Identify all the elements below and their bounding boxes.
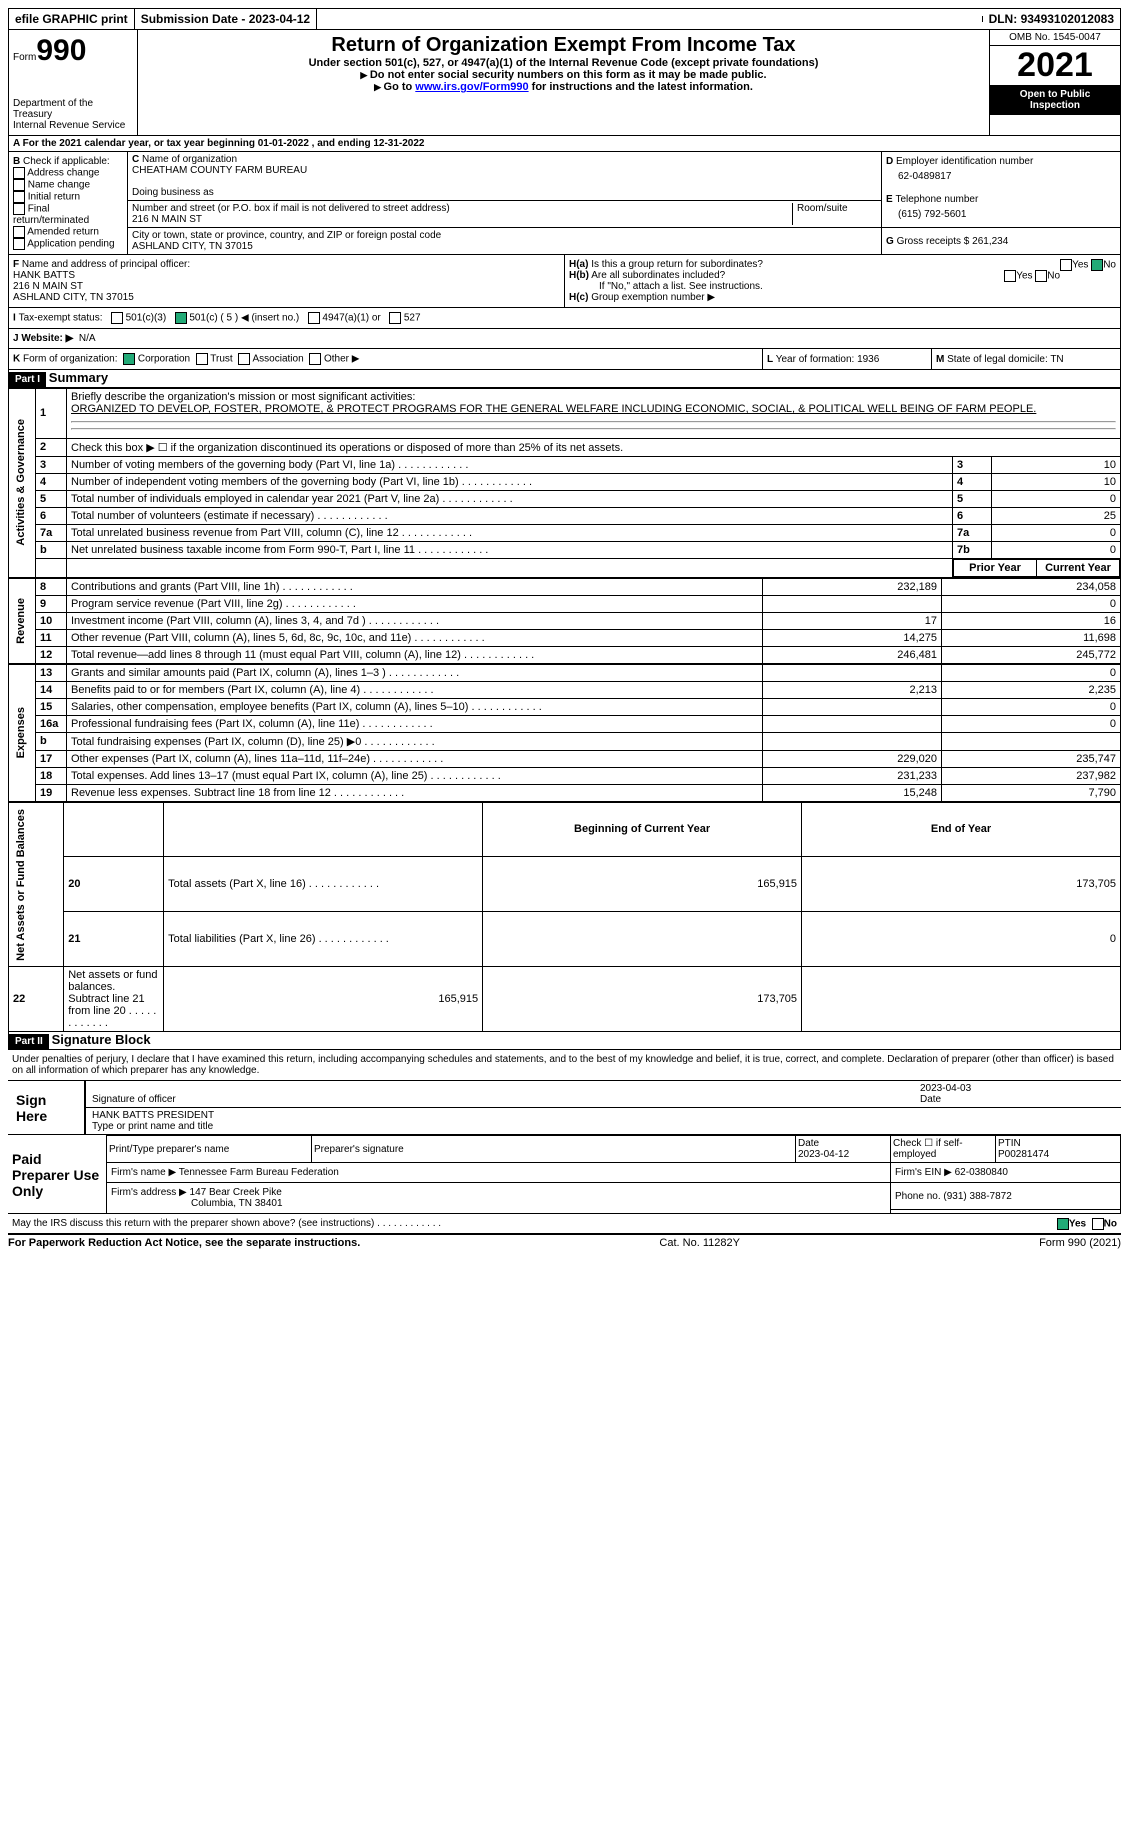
summary-table: Activities & Governance 1Briefly describ… <box>8 388 1121 578</box>
form-header: Form990 Department of the Treasury Inter… <box>8 30 1121 136</box>
top-bar: efile GRAPHIC print Submission Date - 20… <box>8 8 1121 30</box>
section-bcdefg: B Check if applicable: Address change Na… <box>8 152 1121 255</box>
form-title: Return of Organization Exempt From Incom… <box>142 34 985 57</box>
paid-preparer: Paid Preparer Use Only Print/Type prepar… <box>8 1135 1121 1214</box>
efile-label: efile GRAPHIC print <box>9 9 135 29</box>
irs-link[interactable]: www.irs.gov/Form990 <box>415 81 528 93</box>
